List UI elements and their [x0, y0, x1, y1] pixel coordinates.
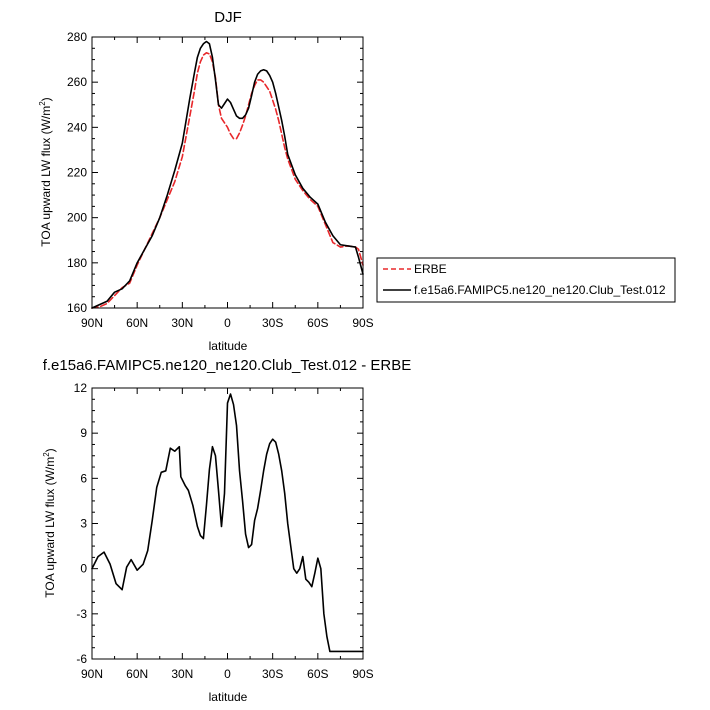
bottom-panel-series — [91, 393, 364, 653]
top-panel: DJF 90N 60N 30N 0 30S 60S 90S 160 180 200 220 240 26… — [38, 9, 676, 353]
bottom-x-tick-label: 0 — [224, 667, 231, 681]
top-y-tick-label: 180 — [67, 256, 87, 270]
bottom-panel-frame — [91, 387, 364, 660]
bottom-x-tick-label: 90N — [81, 667, 103, 681]
top-x-tick-label: 30N — [171, 316, 193, 330]
bottom-x-tick-label: 30S — [262, 667, 283, 681]
legend-label-model: f.e15a6.FAMIPC5.ne120_ne120.Club_Test.01… — [414, 283, 666, 297]
top-y-tick-label: 260 — [67, 75, 87, 89]
top-panel-x-axis-label: latitude — [209, 339, 248, 353]
top-panel-ticks: 90N 60N 30N 0 30S 60S 90S 160 180 200 220 240 260 280 — [67, 30, 374, 330]
bottom-y-tick-label: 6 — [80, 471, 87, 485]
top-x-tick-label: 0 — [224, 316, 231, 330]
top-y-tick-label: 200 — [67, 211, 87, 225]
bottom-y-tick-label: 9 — [80, 426, 87, 440]
top-y-tick-label: 220 — [67, 166, 87, 180]
bottom-y-tick-label: 12 — [74, 381, 88, 395]
bottom-y-tick-label: -6 — [76, 652, 87, 666]
top-x-tick-label: 60S — [307, 316, 328, 330]
bottom-y-tick-label: 3 — [80, 517, 87, 531]
bottom-x-tick-label: 90S — [352, 667, 373, 681]
top-x-tick-label: 90S — [352, 316, 373, 330]
top-x-tick-label: 30S — [262, 316, 283, 330]
bottom-panel-ticks: 90N 60N 30N 0 30S 60S 90S -6 -3 0 3 6 9 12 — [74, 381, 374, 681]
top-x-tick-label: 90N — [81, 316, 103, 330]
top-panel-y-axis-label: TOA upward LW flux (W/m2) — [38, 97, 53, 246]
bottom-y-tick-label: 0 — [80, 562, 87, 576]
bottom-y-tick-label: -3 — [76, 607, 87, 621]
top-panel-legend: ERBE f.e15a6.FAMIPC5.ne120_ne120.Club_Te… — [376, 257, 676, 303]
legend-label-erbe: ERBE — [414, 262, 447, 276]
top-y-tick-label: 160 — [67, 301, 87, 315]
bottom-x-tick-label: 60N — [126, 667, 148, 681]
legend-box — [376, 257, 676, 303]
top-panel-series — [91, 40, 364, 309]
bottom-panel: f.e15a6.FAMIPC5.ne120_ne120.Club_Test.01… — [42, 357, 411, 704]
top-panel-frame — [91, 36, 364, 309]
bottom-x-tick-label: 60S — [307, 667, 328, 681]
bottom-panel-title: f.e15a6.FAMIPC5.ne120_ne120.Club_Test.01… — [43, 357, 412, 374]
bottom-panel-y-axis-label: TOA upward LW flux (W/m2) — [42, 448, 57, 597]
bottom-x-tick-label: 30N — [171, 667, 193, 681]
top-series-line-0 — [91, 52, 364, 309]
bottom-panel-x-axis-label: latitude — [209, 690, 248, 704]
bottom-series-line-0 — [91, 393, 364, 653]
top-series-line-1 — [91, 40, 364, 309]
top-x-tick-label: 60N — [126, 316, 148, 330]
top-panel-title: DJF — [214, 9, 242, 26]
top-y-tick-label: 240 — [67, 120, 87, 134]
top-y-tick-label: 280 — [67, 30, 87, 44]
